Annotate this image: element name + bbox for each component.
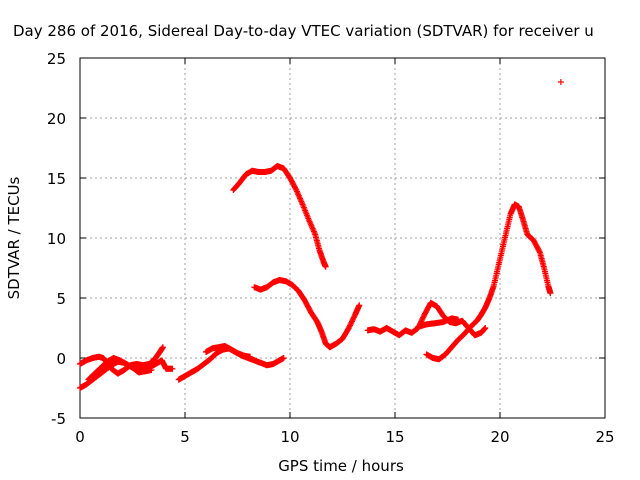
data-point-7-88 (420, 314, 427, 321)
data-point-5-99 (292, 185, 299, 192)
data-point-6-160 (345, 325, 352, 331)
tick-layer: 0 5 10 15 20 25 -5 0 5 10 15 20 25 (47, 50, 615, 446)
data-point-9-250 (547, 290, 554, 297)
x-tick-label-5: 25 (595, 428, 614, 446)
y-tick-label-3: 10 (47, 230, 66, 248)
y-tick-label-5: 20 (47, 110, 66, 128)
data-point-6-168 (350, 314, 357, 321)
data-point-6-166 (349, 317, 356, 324)
data-point-6-161 (346, 323, 353, 330)
x-tick-label-0: 0 (75, 428, 85, 446)
data-point-7-87 (419, 315, 426, 322)
data-point-6-162 (347, 322, 354, 329)
data-point-1-150 (159, 344, 166, 351)
data-point-6-163 (347, 321, 354, 328)
data-point-3-170 (280, 355, 287, 361)
series-8 (415, 315, 461, 330)
x-tick-label-1: 5 (180, 428, 190, 446)
chart-title: Day 286 of 2016, Sidereal Day-to-day VTE… (13, 22, 594, 40)
x-tick-label-3: 15 (385, 428, 404, 446)
y-tick-label-6: 25 (47, 50, 66, 68)
data-series-layer (77, 79, 564, 391)
data-point-4-70 (247, 353, 254, 360)
y-tick-label-0: -5 (51, 410, 66, 428)
y-axis-label: SDTVAR / TECUs (5, 176, 23, 299)
series-10 (557, 79, 564, 85)
data-point-6-165 (348, 318, 355, 325)
y-tick-label-2: 5 (56, 290, 66, 308)
data-point-7-86 (418, 317, 425, 324)
series-2 (85, 355, 155, 383)
data-point-0-150 (169, 365, 176, 372)
data-point-6-180 (356, 302, 363, 309)
data-point-10-0 (557, 79, 564, 85)
data-point-6-164 (348, 319, 355, 326)
data-point-7-190 (482, 325, 489, 331)
y-tick-label-1: 0 (56, 350, 66, 368)
data-point-2-100 (148, 367, 155, 373)
x-axis-label: GPS time / hours (278, 457, 404, 475)
x-tick-label-4: 20 (490, 428, 509, 446)
x-tick-label-2: 10 (280, 428, 299, 446)
series-5 (230, 163, 329, 270)
data-point-9-219 (536, 248, 543, 255)
data-point-6-167 (350, 315, 357, 322)
series-4 (203, 343, 254, 360)
data-point-5-160 (322, 263, 329, 270)
series-9 (423, 201, 554, 363)
y-tick-label-4: 15 (47, 170, 66, 188)
series-6 (251, 277, 363, 351)
data-point-8-50 (455, 316, 461, 323)
grid-lines (80, 58, 605, 418)
series-7 (364, 299, 489, 339)
